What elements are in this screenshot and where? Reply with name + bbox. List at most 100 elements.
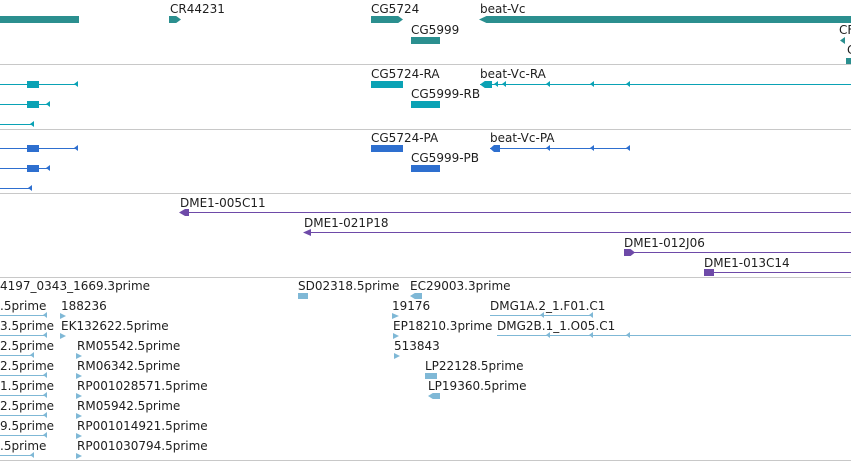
est-label[interactable]: RP001030794.5prime <box>77 439 208 453</box>
transcript-label[interactable]: CG5999-RB <box>411 87 481 101</box>
est-label[interactable]: RP001014921.5prime <box>77 419 208 433</box>
gene-feature-cr44231[interactable] <box>169 16 181 23</box>
est-line <box>490 315 593 316</box>
protein-exon[interactable] <box>27 165 39 172</box>
clone-end-marker[interactable] <box>704 269 714 276</box>
protein-track <box>0 130 851 194</box>
est-label[interactable]: 9.5prime <box>0 419 55 433</box>
est-marker[interactable] <box>76 393 82 399</box>
transcript-exon[interactable] <box>371 81 403 88</box>
est-label[interactable]: RM05542.5prime <box>77 339 181 353</box>
protein-label[interactable]: CG5999-PB <box>411 151 480 165</box>
est-label[interactable]: LP19360.5prime <box>428 379 527 393</box>
est-marker[interactable] <box>392 313 399 319</box>
clone-end-marker[interactable] <box>179 209 189 216</box>
est-label[interactable]: LP22128.5prime <box>425 359 524 373</box>
protein-exon[interactable] <box>371 145 403 152</box>
clone-line <box>304 232 851 233</box>
est-marker[interactable] <box>394 353 400 359</box>
protein-label[interactable]: CG5724-PA <box>371 131 439 145</box>
est-line <box>0 335 47 336</box>
gene-label[interactable]: CR44231 <box>170 2 225 16</box>
transcript-track <box>0 65 851 130</box>
est-marker[interactable] <box>76 373 82 379</box>
protein-exon[interactable] <box>490 145 500 152</box>
gene-feature-beat-vc[interactable] <box>479 16 851 23</box>
gene-feature-right-a[interactable] <box>840 37 845 44</box>
est-label[interactable]: RM05942.5prime <box>77 399 181 413</box>
protein-exon[interactable] <box>27 145 39 152</box>
est-track <box>0 278 851 461</box>
clone-label[interactable]: DME1-005C11 <box>180 196 266 210</box>
transcript-intron-line <box>0 124 34 125</box>
est-marker[interactable] <box>60 333 66 339</box>
est-line <box>0 315 47 316</box>
est-label[interactable]: EK132622.5prime <box>61 319 169 333</box>
est-marker[interactable] <box>393 333 399 339</box>
transcript-exon[interactable] <box>480 81 492 88</box>
est-marker[interactable] <box>410 293 422 299</box>
clone-label[interactable]: DME1-021P18 <box>304 216 389 230</box>
clone-label[interactable]: DME1-013C14 <box>704 256 790 270</box>
clone-line <box>704 272 851 273</box>
est-label[interactable]: 188236 <box>61 299 107 313</box>
est-label[interactable]: 513843 <box>394 339 440 353</box>
gene-label[interactable]: CG5724 <box>371 2 420 16</box>
transcript-label[interactable]: beat-Vc-RA <box>480 67 546 81</box>
est-marker[interactable] <box>60 313 66 319</box>
est-label[interactable]: EC29003.3prime <box>410 279 511 293</box>
est-label[interactable]: .5prime <box>0 439 47 453</box>
gene-feature-cg5724[interactable] <box>371 16 403 23</box>
est-label[interactable]: 1.5prime <box>0 379 55 393</box>
transcript-exon[interactable] <box>411 101 440 108</box>
transcript-exon[interactable] <box>27 81 39 88</box>
est-label[interactable]: EP18210.3prime <box>393 319 493 333</box>
gene-feature-cg5999[interactable] <box>411 37 440 44</box>
protein-label[interactable]: beat-Vc-PA <box>490 131 555 145</box>
est-label[interactable]: RM06342.5prime <box>77 359 181 373</box>
transcript-intron-line <box>480 84 851 85</box>
clone-line <box>624 252 851 253</box>
gene-track <box>0 0 851 65</box>
est-line <box>0 395 47 396</box>
gene-feature-right-b[interactable] <box>846 58 851 64</box>
est-label[interactable]: SD02318.5prime <box>298 279 400 293</box>
est-line <box>0 435 47 436</box>
est-label[interactable]: 2.5prime <box>0 399 55 413</box>
est-marker[interactable] <box>428 393 440 399</box>
est-marker[interactable] <box>76 453 82 459</box>
protein-intron-line <box>0 148 78 149</box>
est-marker[interactable] <box>298 293 308 299</box>
est-label[interactable]: 3.5prime <box>0 319 55 333</box>
est-marker[interactable] <box>76 353 82 359</box>
protein-intron-line <box>0 168 50 169</box>
gene-label[interactable]: CG5999 <box>411 23 460 37</box>
est-line <box>0 455 34 456</box>
clone-end-marker[interactable] <box>303 229 311 236</box>
est-label[interactable]: 4197_0343_1669.3prime <box>0 279 151 293</box>
est-label[interactable]: .5prime <box>0 299 47 313</box>
transcript-exon[interactable] <box>27 101 39 108</box>
transcript-label[interactable]: CG5724-RA <box>371 67 440 81</box>
est-marker[interactable] <box>76 433 82 439</box>
est-label[interactable]: DMG2B.1_1.O05.C1 <box>497 319 616 333</box>
protein-intron-line <box>0 188 32 189</box>
gene-label[interactable]: beat-Vc <box>480 2 526 16</box>
gene-feature-left[interactable] <box>0 16 79 23</box>
est-marker[interactable] <box>76 413 82 419</box>
clone-label[interactable]: DME1-012J06 <box>624 236 705 250</box>
est-label[interactable]: 2.5prime <box>0 359 55 373</box>
est-line <box>0 415 47 416</box>
est-label[interactable]: 2.5prime <box>0 339 55 353</box>
protein-exon[interactable] <box>411 165 440 172</box>
gene-label[interactable]: C <box>847 43 851 57</box>
est-label[interactable]: 19176 <box>392 299 431 313</box>
clone-end-marker[interactable] <box>624 249 635 256</box>
gene-label[interactable]: CF <box>839 23 851 37</box>
est-marker[interactable] <box>425 373 437 379</box>
clone-track <box>0 194 851 278</box>
est-label[interactable]: DMG1A.2_1.F01.C1 <box>490 299 606 313</box>
clone-line <box>180 212 851 213</box>
est-label[interactable]: RP001028571.5prime <box>77 379 208 393</box>
